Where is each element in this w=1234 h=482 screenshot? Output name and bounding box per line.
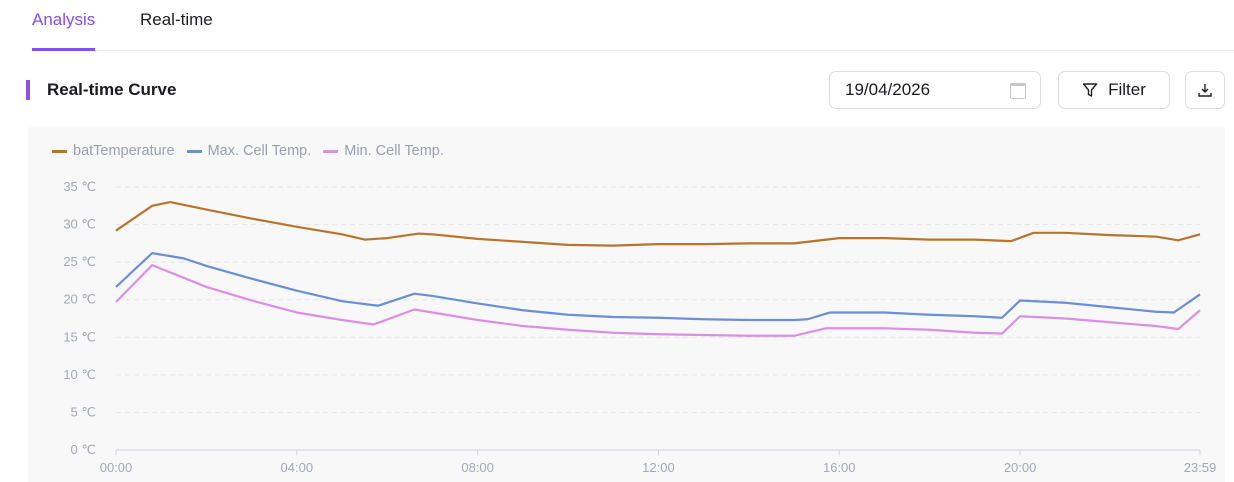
y-tick-label: 30 ℃: [63, 217, 96, 232]
legend-swatch: [186, 149, 202, 153]
legend-swatch: [323, 149, 339, 153]
x-tick-label: 04:00: [281, 460, 314, 475]
series-line-0: [115, 200, 1201, 247]
x-tick-label: 16:00: [823, 460, 856, 475]
download-button[interactable]: [1185, 71, 1225, 109]
y-tick-label: 0 ℃: [71, 442, 96, 457]
legend-item[interactable]: batTemperature: [52, 143, 175, 159]
tab-bar: Analysis Real-time: [32, 0, 1234, 51]
legend-swatch: [52, 149, 67, 153]
y-tick-label: 20 ℃: [63, 292, 96, 307]
y-tick-label: 5 ℃: [71, 404, 96, 419]
section-title: Real-time Curve: [26, 80, 176, 100]
tab-analysis[interactable]: Analysis: [32, 10, 96, 51]
chart-panel: batTemperature Max. Cell Temp. Min. Cell T…: [28, 127, 1225, 482]
y-tick-label: 35 ℃: [63, 179, 96, 194]
x-tick-label: 20:00: [1004, 460, 1037, 475]
legend-item[interactable]: Min. Cell Temp.: [323, 143, 444, 159]
download-icon: [1198, 84, 1212, 97]
y-tick-label: 25 ℃: [63, 254, 96, 269]
legend-item[interactable]: Max. Cell Temp.: [186, 143, 312, 159]
series-line-1: [115, 252, 1201, 322]
y-tick-label: 15 ℃: [63, 329, 96, 344]
filter-label: Filter: [1108, 80, 1146, 99]
legend-label: Min. Cell Temp.: [344, 143, 444, 159]
tab-real-time[interactable]: Real-time: [140, 10, 213, 29]
y-tick-label: 10 ℃: [63, 367, 96, 382]
x-tick-label: 00:00: [100, 460, 133, 475]
x-tick-label: 08:00: [461, 460, 494, 475]
legend-label: Max. Cell Temp.: [207, 143, 312, 159]
calendar-icon: [1010, 83, 1026, 99]
x-tick-label: 12:00: [642, 460, 675, 475]
legend-label: batTemperature: [73, 143, 175, 159]
date-value: 19/04/2026: [845, 80, 931, 99]
filter-icon: [1082, 83, 1098, 97]
filter-button[interactable]: Filter: [1058, 71, 1170, 109]
temperature-chart: 0 ℃ 5 ℃ 10 ℃ 15 ℃ 20 ℃ 25 ℃ 30 ℃ 35 ℃ 00:00 04:00…: [63, 179, 1217, 475]
date-picker[interactable]: 19/04/2026: [829, 71, 1041, 109]
x-tick-label: 23:59: [1184, 460, 1217, 475]
chart-legend: batTemperature Max. Cell Temp. Min. Cell T…: [52, 143, 444, 159]
series-line-2: [115, 264, 1201, 337]
